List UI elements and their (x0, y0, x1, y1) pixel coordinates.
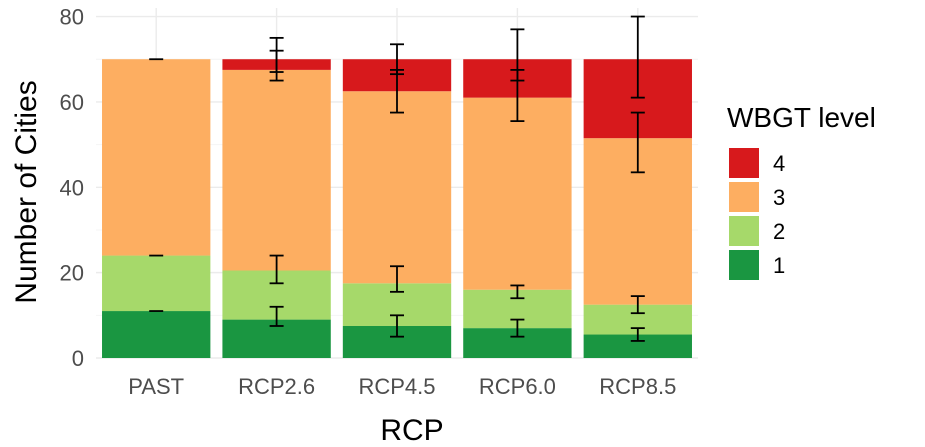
error-bar-rcp4-5-level-2 (390, 265, 404, 293)
bar-segment-rcp6-0-level-3 (463, 97, 572, 290)
x-axis: PAST RCP2.6 RCP4.5 RCP6.0 RCP8.5 (128, 374, 676, 399)
bar-segment-rcp2-6-level-3 (222, 69, 331, 271)
legend-label-level-4: 4 (773, 151, 785, 176)
bar-segment-rcp4-5-level-3 (342, 91, 452, 284)
error-bar-rcp8-5-level-1 (630, 327, 645, 342)
legend-key-level-1 (729, 250, 759, 280)
legend-key-level-3 (729, 182, 759, 212)
bar-segment-rcp8-5-level-1 (583, 334, 692, 358)
x-tick-label: RCP8.5 (599, 374, 676, 399)
bar-segment-past-level-2 (102, 255, 211, 312)
error-bar-rcp2-6-level-4 (269, 36, 284, 73)
y-tick-label: 20 (60, 261, 84, 286)
x-tick-label: RCP4.5 (358, 374, 435, 399)
legend-label-level-1: 1 (773, 253, 785, 278)
bar-segment-past-level-1 (102, 311, 211, 358)
legend-key-level-4 (729, 148, 759, 178)
legend-title: WBGT level (727, 102, 876, 133)
legend: WBGT level 4 3 2 1 (727, 102, 876, 280)
y-tick-label: 40 (60, 175, 84, 200)
x-tick-label: PAST (128, 374, 184, 399)
error-bar-rcp6-0-level-2 (510, 284, 525, 300)
legend-key-level-2 (729, 216, 759, 246)
error-bar-rcp8-5-level-3 (630, 111, 645, 174)
error-bar-rcp2-6-level-1 (269, 305, 284, 327)
error-bar-rcp8-5-level-2 (630, 295, 645, 315)
error-bar-rcp6-0-level-1 (510, 318, 525, 338)
error-bars (149, 15, 645, 342)
error-bar-rcp4-5-level-4 (390, 43, 404, 76)
error-bar-rcp4-5-level-1 (390, 314, 404, 338)
x-tick-label: RCP2.6 (238, 374, 315, 399)
legend-label-level-3: 3 (773, 185, 785, 210)
bar-segment-past-level-3 (102, 59, 211, 256)
error-bar-rcp6-0-level-4 (510, 28, 525, 82)
y-tick-label: 60 (60, 90, 84, 115)
y-tick-label: 80 (60, 5, 84, 30)
legend-label-level-2: 2 (773, 219, 785, 244)
x-tick-label: RCP6.0 (479, 374, 556, 399)
y-tick-label: 0 (72, 346, 84, 371)
error-bar-rcp8-5-level-4 (630, 15, 645, 99)
x-axis-title: RCP (380, 414, 443, 447)
bar-stacks (102, 59, 692, 358)
y-axis: 0 20 40 60 80 (60, 5, 84, 371)
y-axis-title: Number of Cities (10, 80, 43, 303)
error-bar-rcp2-6-level-2 (269, 254, 284, 285)
